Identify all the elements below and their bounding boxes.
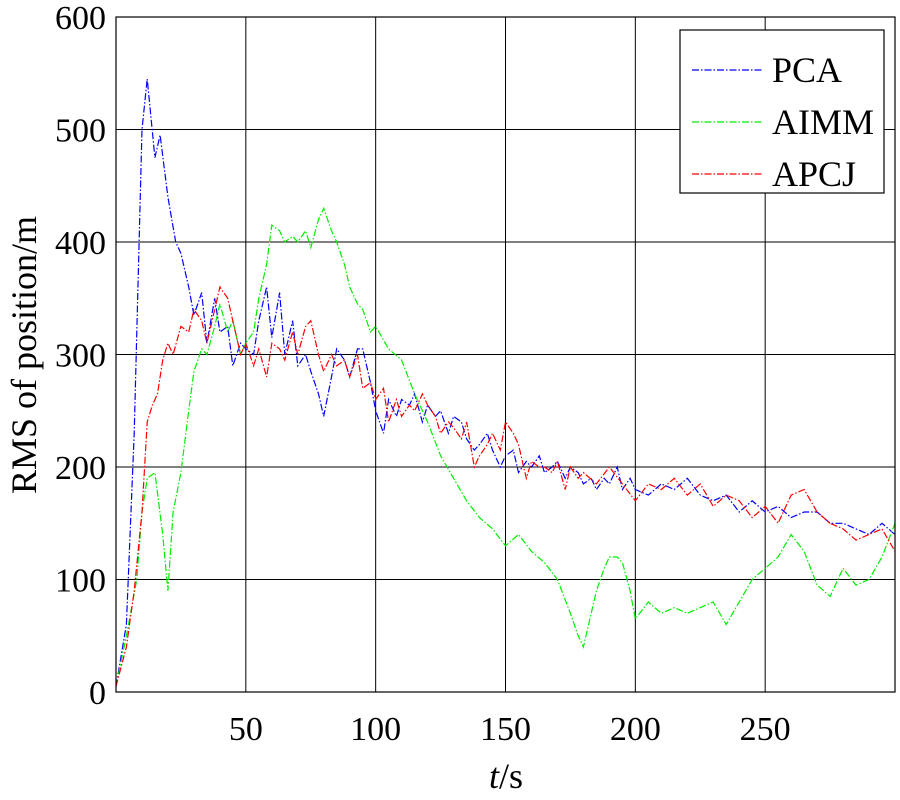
legend-box: [679, 29, 885, 194]
x-tick-label: 150: [480, 711, 531, 748]
tick-labels: 50 100 150 200 250 0 100 200 300 400 500 600: [55, 0, 791, 748]
x-axis-label: t/s: [489, 756, 523, 796]
series-line-pca: [115, 78, 896, 687]
x-axis-label-variable: t: [489, 756, 500, 796]
legend-label-apcj: APCJ: [772, 154, 856, 194]
y-tick-label: 300: [55, 338, 106, 375]
series-layer: [115, 78, 896, 687]
legend: PCA AIMM APCJ: [679, 29, 885, 194]
x-tick-label: 100: [350, 711, 401, 748]
legend-label-pca: PCA: [772, 50, 842, 90]
series-line-apcj: [115, 285, 896, 687]
y-tick-label: 100: [55, 563, 106, 600]
y-tick-label: 0: [89, 675, 106, 712]
x-tick-label: 50: [229, 711, 263, 748]
x-tick-label: 200: [610, 711, 661, 748]
y-tick-label: 200: [55, 450, 106, 487]
series-line-aimm: [115, 206, 896, 687]
legend-label-aimm: AIMM: [772, 102, 874, 142]
y-axis-label: RMS of position/m: [4, 216, 44, 494]
plot-frame: [115, 16, 896, 693]
y-tick-label: 400: [55, 225, 106, 262]
y-tick-label: 500: [55, 113, 106, 150]
y-tick-label: 600: [55, 0, 106, 37]
x-tick-label: 250: [740, 711, 791, 748]
x-axis-label-unit: /s: [499, 756, 523, 796]
